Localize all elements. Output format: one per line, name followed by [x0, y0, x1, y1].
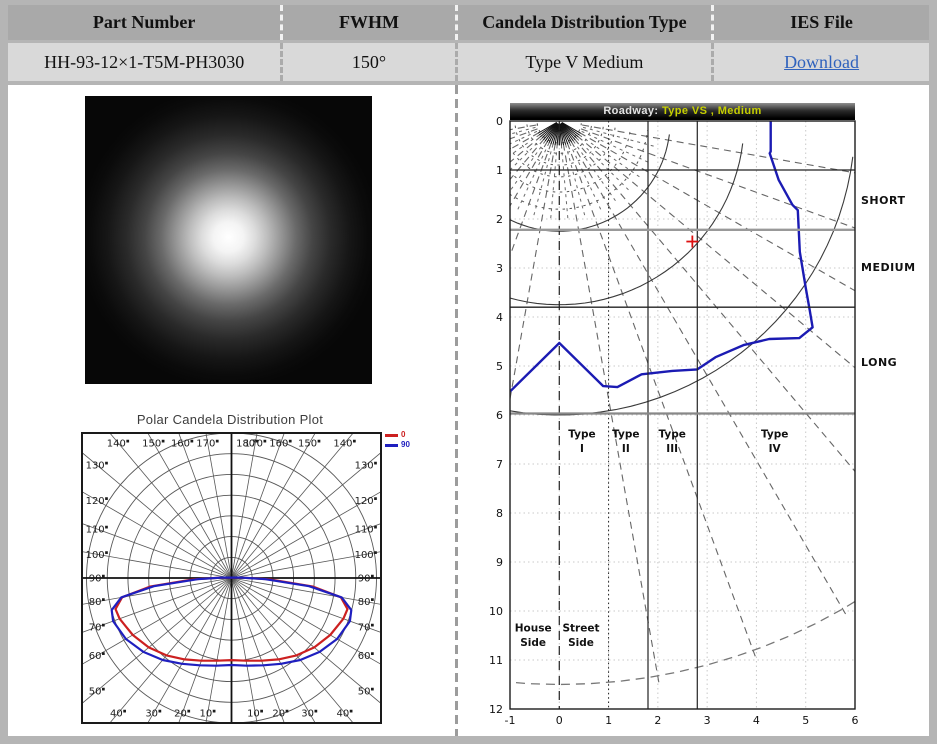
- svg-text:3: 3: [496, 262, 503, 275]
- svg-text:4: 4: [496, 311, 503, 324]
- svg-text:7: 7: [496, 458, 503, 471]
- svg-text:20▪: 20▪: [174, 709, 191, 720]
- svg-text:100▪: 100▪: [355, 550, 378, 561]
- svg-text:40▪: 40▪: [337, 709, 354, 720]
- svg-text:12: 12: [489, 703, 503, 716]
- svg-text:LONG: LONG: [861, 356, 897, 369]
- svg-text:1: 1: [496, 164, 503, 177]
- svg-text:30▪: 30▪: [145, 709, 162, 720]
- ies-file-cell: Download: [711, 43, 929, 81]
- svg-text:10▪: 10▪: [199, 709, 216, 720]
- polar-legend: 0 90: [385, 430, 410, 450]
- svg-text:80▪: 80▪: [89, 597, 106, 608]
- svg-text:House: House: [515, 623, 552, 635]
- polar-chart-title: Polar Candela Distribution Plot: [136, 412, 324, 427]
- svg-text:150▪: 150▪: [298, 439, 321, 450]
- svg-text:180▪: 180▪: [236, 439, 259, 450]
- svg-text:Type: Type: [568, 429, 595, 441]
- svg-text:SHORT: SHORT: [861, 194, 905, 207]
- svg-text:130▪: 130▪: [355, 461, 378, 472]
- svg-text:IV: IV: [769, 443, 782, 455]
- svg-text:70▪: 70▪: [89, 622, 106, 633]
- download-link[interactable]: Download: [784, 51, 860, 72]
- svg-text:0: 0: [556, 714, 563, 727]
- svg-text:160▪: 160▪: [269, 439, 292, 450]
- svg-text:100▪: 100▪: [86, 550, 109, 561]
- svg-text:10▪: 10▪: [247, 709, 264, 720]
- svg-text:40▪: 40▪: [110, 709, 127, 720]
- header-fwhm: FWHM: [280, 5, 454, 40]
- roadway-title-bar: Roadway: Type VS , Medium: [510, 103, 855, 120]
- svg-text:I: I: [580, 443, 584, 455]
- svg-text:Side: Side: [520, 637, 546, 649]
- header-distribution: Candela Distribution Type: [454, 5, 712, 40]
- svg-text:140▪: 140▪: [107, 439, 130, 450]
- fwhm-value: 150°: [280, 43, 454, 81]
- svg-text:Type: Type: [658, 429, 685, 441]
- svg-text:110▪: 110▪: [355, 525, 378, 536]
- svg-text:9: 9: [496, 556, 503, 569]
- beam-intensity-image: [85, 96, 372, 384]
- svg-text:170▪: 170▪: [196, 439, 219, 450]
- svg-text:5: 5: [496, 360, 503, 373]
- svg-text:30▪: 30▪: [301, 709, 318, 720]
- svg-text:90▪: 90▪: [89, 574, 106, 585]
- svg-text:8: 8: [496, 507, 503, 520]
- svg-text:2: 2: [654, 714, 661, 727]
- svg-text:60▪: 60▪: [89, 651, 106, 662]
- svg-text:170▪: 170▪: [244, 439, 267, 450]
- svg-text:130▪: 130▪: [86, 461, 109, 472]
- svg-text:6: 6: [496, 409, 503, 422]
- svg-text:Type: Type: [761, 429, 788, 441]
- svg-text:0: 0: [496, 115, 503, 128]
- svg-text:140▪: 140▪: [333, 439, 356, 450]
- svg-text:6: 6: [852, 714, 859, 727]
- roadway-title-prefix: Roadway:: [603, 105, 659, 117]
- legend-line-90: [385, 443, 398, 447]
- svg-text:160▪: 160▪: [171, 439, 194, 450]
- legend-line-0: [385, 433, 398, 437]
- svg-text:10: 10: [489, 605, 503, 618]
- table-data-row: HH-93-12×1-T5M-PH3030 150° Type V Medium…: [8, 43, 929, 81]
- svg-text:80▪: 80▪: [358, 597, 375, 608]
- legend-item-0: 0: [385, 430, 410, 440]
- svg-text:2: 2: [496, 213, 503, 226]
- panel-divider: [455, 85, 458, 736]
- svg-text:90▪: 90▪: [358, 574, 375, 585]
- svg-text:150▪: 150▪: [142, 439, 165, 450]
- svg-text:3: 3: [704, 714, 711, 727]
- svg-text:4: 4: [753, 714, 760, 727]
- svg-text:III: III: [666, 443, 678, 455]
- svg-text:Type: Type: [612, 429, 639, 441]
- svg-text:120▪: 120▪: [86, 496, 109, 507]
- svg-text:11: 11: [489, 654, 503, 667]
- svg-text:Street: Street: [562, 623, 599, 635]
- header-part-number: Part Number: [92, 12, 196, 32]
- roadway-title-value: Type VS , Medium: [661, 105, 762, 117]
- svg-text:50▪: 50▪: [358, 686, 375, 697]
- svg-text:70▪: 70▪: [358, 622, 375, 633]
- svg-text:20▪: 20▪: [272, 709, 289, 720]
- legend-item-90: 90: [385, 440, 410, 450]
- legend-label-0: 0: [401, 430, 406, 439]
- svg-text:II: II: [622, 443, 630, 455]
- polar-candela-chart: 10▪ 10▪ 20▪ 20▪ 30▪ 30▪ 40▪ 40▪ 50▪ 50▪ 60▪ 60▪ 70▪ 7…: [81, 432, 382, 724]
- svg-text:MEDIUM: MEDIUM: [861, 261, 916, 274]
- svg-text:-1: -1: [505, 714, 516, 727]
- svg-text:1: 1: [605, 714, 612, 727]
- part-number-value: HH-93-12×1-T5M-PH3030: [44, 51, 245, 72]
- distribution-value: Type V Medium: [454, 43, 712, 81]
- svg-text:50▪: 50▪: [89, 686, 106, 697]
- svg-text:60▪: 60▪: [358, 651, 375, 662]
- legend-label-90: 90: [401, 440, 410, 449]
- svg-text:120▪: 120▪: [355, 496, 378, 507]
- svg-text:110▪: 110▪: [86, 525, 109, 536]
- header-ies-file: IES File: [711, 5, 929, 40]
- svg-text:5: 5: [802, 714, 809, 727]
- svg-text:Side: Side: [568, 637, 594, 649]
- table-header-row: Part Number FWHM Candela Distribution Ty…: [8, 5, 929, 40]
